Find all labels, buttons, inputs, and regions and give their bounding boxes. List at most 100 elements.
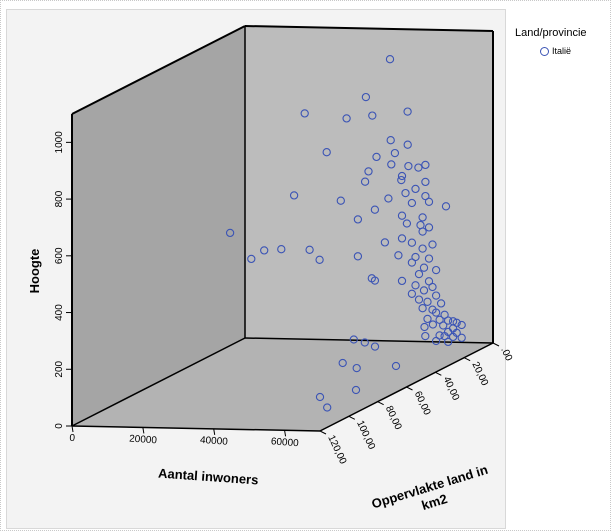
- data-point: [424, 254, 434, 263]
- data-point: [418, 213, 427, 222]
- y-tick-label: 100,00: [354, 419, 377, 452]
- y-tick-label: 40,00: [441, 375, 462, 403]
- data-point: [421, 177, 430, 187]
- back-wall: [245, 26, 493, 343]
- data-point: [424, 197, 434, 206]
- data-point: [435, 315, 444, 324]
- z-tick-label: 600: [54, 247, 65, 264]
- data-point: [368, 111, 377, 120]
- data-point: [448, 332, 458, 342]
- data-point: [407, 258, 417, 267]
- data-point: [421, 331, 430, 341]
- x-tick-label: 40000: [200, 435, 229, 448]
- data-point: [441, 202, 451, 211]
- data-point: [443, 337, 453, 347]
- data-point: [457, 320, 466, 330]
- y-tick-label: 20,00: [469, 360, 490, 388]
- legend-title: Land/provincie: [515, 27, 587, 39]
- data-point: [397, 276, 407, 286]
- data-point: [414, 295, 424, 304]
- data-point: [349, 335, 358, 344]
- data-point: [402, 219, 412, 228]
- data-point: [428, 320, 438, 329]
- data-point: [401, 188, 410, 198]
- x-tick-label: 0: [69, 433, 76, 444]
- data-point: [428, 240, 437, 249]
- data-point: [411, 281, 420, 290]
- data-point: [397, 175, 406, 185]
- x-tick: [71, 425, 74, 433]
- data-point: [353, 252, 363, 261]
- data-point: [386, 136, 395, 145]
- left-wall: [72, 26, 245, 426]
- z-tick-label: 400: [54, 304, 65, 321]
- data-point: [364, 167, 373, 176]
- legend-item-italie[interactable]: Italië: [540, 46, 571, 56]
- x-tick: [284, 430, 287, 437]
- y-tick-label: 80,00: [383, 404, 404, 432]
- data-point: [260, 246, 269, 255]
- data-point: [421, 191, 430, 201]
- data-point: [289, 191, 299, 200]
- box-edge: [71, 337, 246, 427]
- y-tick: [377, 401, 384, 406]
- data-point: [367, 274, 376, 283]
- data-point: [384, 194, 393, 203]
- y-tick: [492, 342, 500, 347]
- data-point: [439, 321, 448, 330]
- data-point: [277, 245, 286, 254]
- data-point: [431, 336, 441, 346]
- data-point: [360, 177, 370, 186]
- box-edge: [71, 425, 321, 432]
- data-point: [300, 109, 309, 118]
- data-point: [352, 363, 361, 373]
- data-point: [351, 385, 361, 395]
- data-point: [372, 152, 381, 162]
- data-point: [423, 314, 432, 324]
- data-point: [407, 289, 417, 298]
- data-point: [353, 215, 363, 224]
- data-point: [403, 107, 412, 116]
- data-point: [421, 160, 430, 170]
- data-point: [397, 234, 407, 243]
- data-point: [338, 358, 347, 368]
- data-point: [423, 297, 432, 306]
- data-point: [443, 316, 453, 325]
- y-tick: [319, 430, 327, 435]
- data-point: [411, 184, 420, 194]
- data-point: [323, 403, 332, 412]
- data-point: [361, 92, 371, 102]
- data-point: [385, 55, 395, 64]
- data-point: [342, 114, 351, 123]
- data-point: [436, 299, 446, 308]
- data-point: [391, 361, 401, 371]
- data-point: [315, 255, 324, 264]
- data-point: [247, 254, 256, 264]
- data-point: [424, 223, 434, 232]
- box-edge: [244, 25, 494, 32]
- data-point: [322, 148, 331, 157]
- data-point: [360, 338, 369, 347]
- data-point: [315, 392, 325, 402]
- data-point: [336, 196, 345, 205]
- x-axis-title: Aantal inwoners: [158, 466, 259, 488]
- data-point: [419, 263, 429, 272]
- z-axis-title: Hoogte: [27, 249, 42, 294]
- data-point: [414, 163, 423, 172]
- x-tick: [213, 428, 216, 435]
- data-point: [457, 333, 466, 342]
- data-point: [418, 227, 427, 236]
- y-tick: [463, 357, 471, 362]
- data-point: [370, 205, 380, 214]
- data-point: [420, 322, 429, 332]
- data-point: [431, 308, 441, 317]
- z-tick-label: 800: [54, 190, 65, 207]
- data-point: [397, 171, 407, 181]
- box-edge: [71, 25, 246, 115]
- y-tick: [435, 371, 442, 376]
- data-point: [407, 198, 417, 208]
- data-point: [404, 161, 413, 171]
- data-point: [431, 265, 441, 275]
